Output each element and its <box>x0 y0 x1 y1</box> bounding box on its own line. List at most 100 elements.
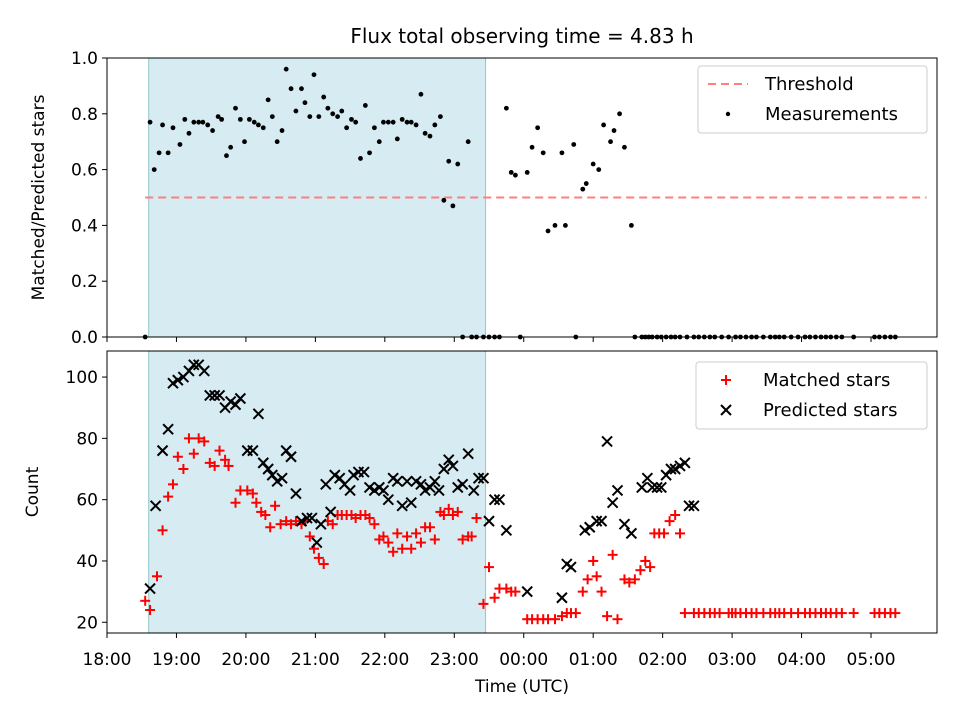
cross-b <box>266 469 279 481</box>
cross-b <box>257 457 269 469</box>
predicted-star-point <box>472 472 485 484</box>
measurement-point <box>196 119 202 125</box>
measurement-point <box>552 223 558 228</box>
matched-star-point <box>327 519 338 530</box>
predicted-star-point <box>396 500 408 512</box>
matched-star-point <box>178 464 189 475</box>
predicted-star-point <box>262 463 274 475</box>
measurement-point <box>571 142 577 147</box>
x-tick-label: 18:00 <box>83 650 132 670</box>
measurement-point <box>450 203 456 209</box>
matched-star-point <box>275 519 286 530</box>
cross-b <box>262 463 274 475</box>
cross-b <box>641 472 654 484</box>
measurement-point <box>215 114 221 119</box>
bottom-y-tick-label: 20 <box>76 613 98 633</box>
measurement-point <box>413 122 419 128</box>
measurement-point <box>147 119 153 125</box>
cross-b <box>679 457 691 469</box>
matched-star-point <box>378 531 389 542</box>
predicted-star-point <box>488 493 501 506</box>
measurement-point <box>408 119 414 125</box>
predicted-star-point <box>306 512 318 524</box>
matched-star-point <box>157 525 168 536</box>
predicted-star-point <box>405 497 417 509</box>
cross-b <box>521 585 533 598</box>
measurement-point <box>427 133 433 139</box>
matched-star-point <box>209 460 220 471</box>
predicted-star-point <box>651 481 663 494</box>
cross-b <box>280 444 292 457</box>
measurement-point <box>316 114 322 119</box>
legend-measurements-swatch <box>725 111 731 117</box>
matched-star-point <box>364 513 375 524</box>
measurement-point <box>311 72 317 78</box>
matched-star-point <box>388 546 399 557</box>
cross-b <box>234 392 247 405</box>
predicted-star-point <box>688 500 700 512</box>
measurement-point <box>224 153 229 159</box>
matched-star-point <box>489 592 500 603</box>
matched-star-point <box>270 500 281 511</box>
measurement-point <box>283 66 289 72</box>
predicted-star-point <box>477 472 490 484</box>
measurement-point <box>628 223 634 228</box>
measurement-point <box>394 136 400 142</box>
predicted-star-point <box>443 454 455 466</box>
predicted-star-point <box>320 478 332 491</box>
matched-star-point <box>570 608 581 619</box>
measurement-point <box>545 228 551 234</box>
predicted-star-point <box>382 493 395 506</box>
measurement-point <box>372 125 377 131</box>
predicted-star-point <box>295 515 308 527</box>
top-y-axis-label: Matched/Predicted stars <box>29 94 49 300</box>
measurement-point <box>465 139 471 145</box>
matched-star-point <box>230 497 241 508</box>
matched-star-point <box>397 543 408 554</box>
matched-star-point <box>406 543 417 554</box>
matched-star-point <box>549 614 560 625</box>
measurement-point <box>260 125 266 131</box>
matched-star-point <box>290 516 301 527</box>
top-y-tick-label: 1.0 <box>71 49 98 69</box>
predicted-star-point <box>324 506 337 518</box>
measurement-point <box>182 116 188 122</box>
measurement-point <box>358 156 363 161</box>
x-axis-label: Time (UTC) <box>474 677 569 697</box>
measurement-point <box>611 128 617 133</box>
predicted-star-point <box>290 487 302 500</box>
matched-star-point <box>635 565 646 576</box>
predicted-star-point <box>276 472 288 484</box>
cross-b <box>382 493 395 506</box>
bottom-x-ticks: 18:00 19:00 20:00 21:00 22:00 23:00 00:00 01:00… <box>83 633 896 670</box>
measurement-point <box>376 139 382 145</box>
predicted-star-point <box>344 484 356 497</box>
matched-star-point <box>247 488 258 499</box>
measurement-point <box>381 119 386 125</box>
measurement-point <box>251 119 257 125</box>
predicted-star-point <box>683 500 695 512</box>
cross-b <box>377 484 390 497</box>
predicted-star-point <box>311 536 323 549</box>
measurement-point <box>242 139 247 145</box>
matched-star-point <box>188 448 199 459</box>
cross-b <box>208 389 221 402</box>
cross-b <box>655 481 667 494</box>
cross-b <box>433 484 445 497</box>
measurement-point <box>608 139 613 145</box>
matched-star-point <box>478 598 489 609</box>
legend-threshold-label: Threshold <box>764 74 854 95</box>
measurement-point <box>246 116 252 122</box>
cross-b <box>500 524 513 537</box>
cross-b <box>344 484 356 497</box>
matched-star-point <box>220 454 231 465</box>
predicted-star-point <box>590 515 603 527</box>
cross-b <box>311 536 323 549</box>
predicted-star-point <box>252 408 265 420</box>
matched-star-point <box>664 516 675 527</box>
cross-b <box>320 478 332 491</box>
matched-star-point <box>675 528 686 539</box>
cross-b <box>477 472 490 484</box>
matched-star-point <box>629 574 640 585</box>
cross-b <box>595 515 608 527</box>
